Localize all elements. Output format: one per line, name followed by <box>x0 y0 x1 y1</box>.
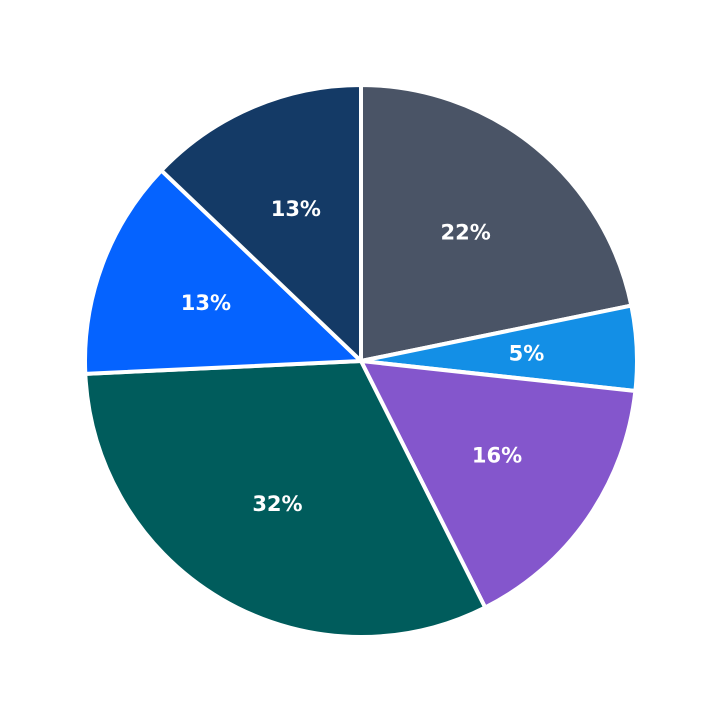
pie-labels: 22% 5% 16% 32% 13% 13% <box>181 197 544 516</box>
pie-slice <box>159 83 363 363</box>
slice-percentage-label: 13% <box>181 291 231 315</box>
pie-slices <box>83 83 639 639</box>
pie-slice <box>359 359 638 610</box>
slice-percentage-label: 32% <box>252 492 302 516</box>
slice-percentage-label: 13% <box>271 197 321 221</box>
slice-percentage-label: 5% <box>509 341 545 365</box>
slice-percentage-label: 22% <box>441 221 491 245</box>
pie-slice <box>359 83 634 363</box>
pie-slice <box>83 168 363 376</box>
slice-percentage-label: 16% <box>472 443 522 467</box>
pie-slice <box>83 359 488 639</box>
